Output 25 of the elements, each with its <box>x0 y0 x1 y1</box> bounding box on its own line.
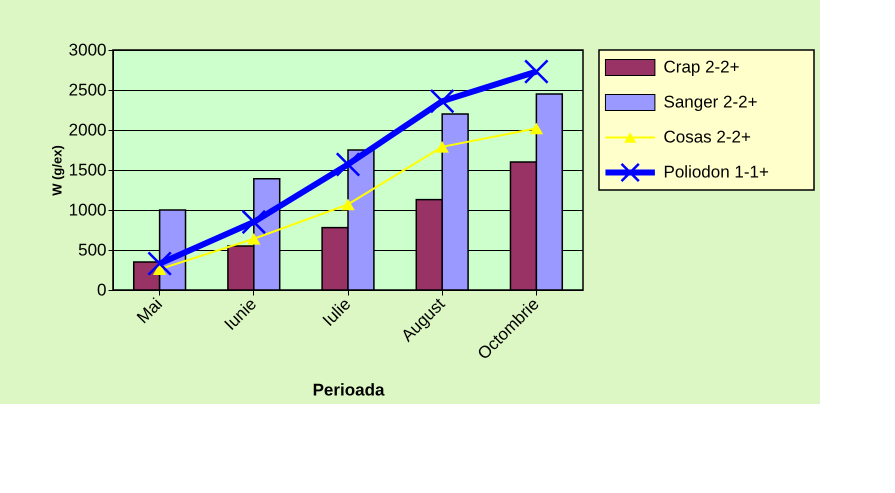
x-tick-label: Mai <box>133 294 166 328</box>
point <box>524 59 549 84</box>
y-tick-label: 0 <box>97 280 106 300</box>
legend-label: Poliodon 1-1+ <box>664 162 769 182</box>
point <box>147 251 172 276</box>
point <box>152 263 166 276</box>
x-axis-title: Perioada <box>312 380 385 400</box>
y-tick-label: 2000 <box>68 120 106 140</box>
point <box>336 152 360 177</box>
point <box>341 198 355 210</box>
legend-label: Sanger 2-2+ <box>664 92 758 112</box>
y-tick-label: 1500 <box>68 160 106 180</box>
point <box>430 88 455 114</box>
y-tick-label: 1000 <box>68 200 106 220</box>
x-tick-label: Iulie <box>318 294 354 330</box>
point <box>247 232 261 245</box>
legend-label: Cosas 2-2+ <box>664 128 751 146</box>
y-axis-title: W (g/ex) <box>50 145 65 196</box>
legend-label: Crap 2-2+ <box>664 58 740 76</box>
y-tick-label: 2500 <box>68 80 106 100</box>
y-tick-label: 500 <box>78 240 106 260</box>
point <box>530 122 544 134</box>
y-tick-label: 3000 <box>68 40 106 60</box>
point <box>241 210 266 234</box>
point <box>435 140 449 153</box>
